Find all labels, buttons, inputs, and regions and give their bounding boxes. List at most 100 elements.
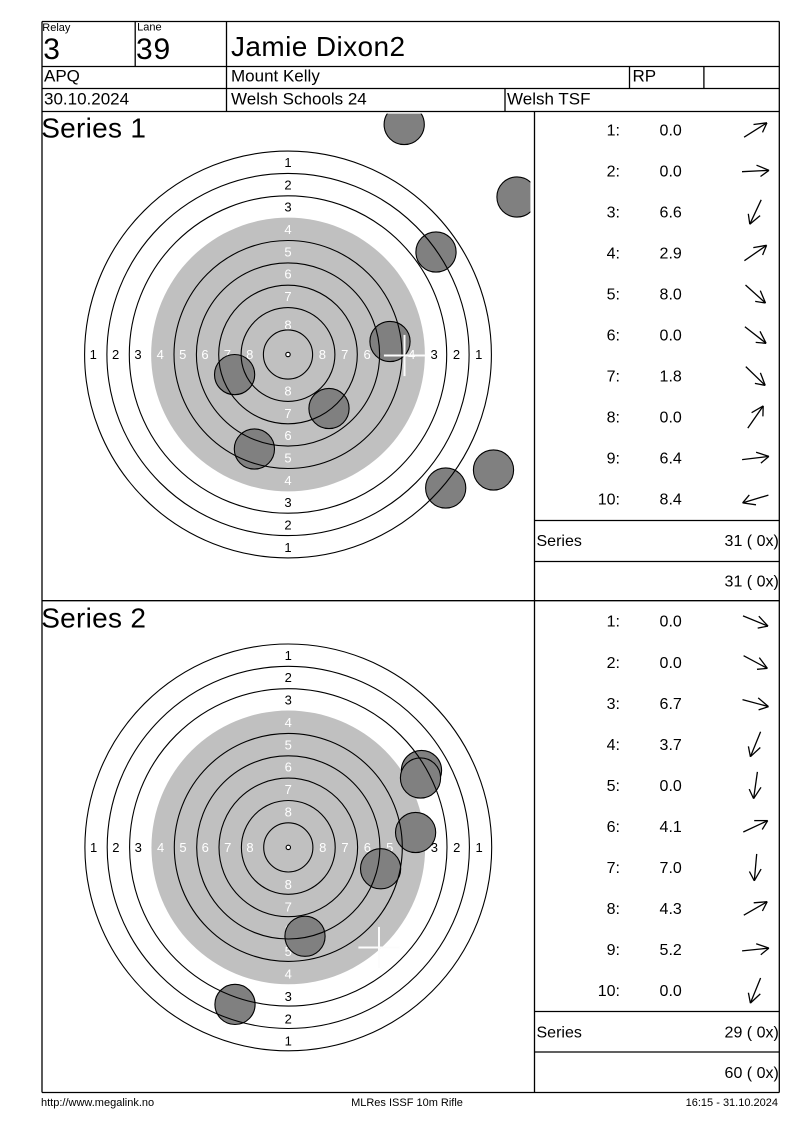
svg-text:RP: RP [633,67,657,86]
svg-text:6:: 6: [607,819,620,836]
svg-text:7: 7 [224,840,231,855]
svg-text:Series: Series [537,1025,582,1042]
svg-text:7.0: 7.0 [660,860,682,877]
svg-text:Mount Kelly: Mount Kelly [231,67,320,86]
svg-text:3: 3 [43,33,60,66]
svg-text:6: 6 [202,840,209,855]
svg-text:60 ( 0x): 60 ( 0x) [725,1065,779,1082]
svg-text:4: 4 [157,347,164,362]
svg-text:1: 1 [475,840,482,855]
svg-text:1: 1 [285,648,292,663]
svg-text:7:: 7: [607,860,620,877]
svg-text:3: 3 [284,200,291,215]
svg-text:8: 8 [319,347,326,362]
svg-text:1: 1 [285,1034,292,1049]
svg-text:31 ( 0x): 31 ( 0x) [725,573,779,590]
svg-text:8: 8 [285,804,292,819]
svg-text:0.0: 0.0 [660,164,682,181]
svg-text:6.4: 6.4 [660,451,682,468]
svg-text:6: 6 [284,428,291,443]
svg-text:0.0: 0.0 [660,614,682,631]
svg-text:4: 4 [285,967,292,982]
svg-text:2: 2 [453,347,460,362]
svg-text:8: 8 [285,877,292,892]
svg-text:0.0: 0.0 [660,328,682,345]
svg-text:Series: Series [537,533,582,550]
svg-text:Welsh Schools 24: Welsh Schools 24 [231,90,367,109]
svg-text:6.6: 6.6 [660,205,682,222]
svg-text:0.0: 0.0 [660,410,682,427]
svg-text:5: 5 [179,840,186,855]
svg-text:4: 4 [157,840,164,855]
svg-text:1: 1 [284,155,291,170]
svg-text:8:: 8: [607,410,620,427]
svg-text:8.4: 8.4 [660,492,682,509]
svg-text:http://www.megalink.no: http://www.megalink.no [41,1097,154,1109]
svg-text:5: 5 [284,451,291,466]
svg-text:Series 1: Series 1 [41,113,146,144]
svg-text:8: 8 [319,840,326,855]
svg-text:7:: 7: [607,369,620,386]
svg-text:4.3: 4.3 [660,901,682,918]
svg-text:6:: 6: [607,328,620,345]
svg-text:6: 6 [284,267,291,282]
svg-text:4:: 4: [607,737,620,754]
svg-text:2: 2 [285,670,292,685]
svg-text:1: 1 [475,347,482,362]
svg-text:7: 7 [284,289,291,304]
svg-text:3: 3 [430,347,437,362]
svg-text:29 ( 0x): 29 ( 0x) [725,1025,779,1042]
svg-text:10:: 10: [598,983,620,1000]
svg-text:6.7: 6.7 [660,696,682,713]
svg-text:10:: 10: [598,492,620,509]
svg-text:Series 2: Series 2 [41,602,146,633]
svg-text:3: 3 [285,693,292,708]
svg-text:8: 8 [246,840,253,855]
svg-text:5: 5 [179,347,186,362]
svg-text:8.0: 8.0 [660,287,682,304]
svg-text:7: 7 [341,347,348,362]
svg-text:5:: 5: [607,778,620,795]
svg-text:16:15 - 31.10.2024: 16:15 - 31.10.2024 [686,1097,778,1109]
svg-text:7: 7 [285,782,292,797]
svg-text:0.0: 0.0 [660,778,682,795]
svg-text:7: 7 [341,840,348,855]
svg-text:5:: 5: [607,287,620,304]
svg-text:3: 3 [285,989,292,1004]
svg-text:2: 2 [284,518,291,533]
svg-text:2: 2 [112,347,119,362]
svg-text:9:: 9: [607,451,620,468]
svg-text:8: 8 [284,384,291,399]
svg-text:MLRes ISSF 10m Rifle: MLRes ISSF 10m Rifle [351,1097,463,1109]
svg-text:31 ( 0x): 31 ( 0x) [725,533,779,550]
svg-text:6: 6 [201,347,208,362]
svg-text:4: 4 [284,473,291,488]
svg-text:1: 1 [90,840,97,855]
svg-text:2:: 2: [607,164,620,181]
svg-text:1: 1 [284,540,291,555]
svg-text:0.0: 0.0 [660,123,682,140]
svg-text:30.10.2024: 30.10.2024 [44,90,129,109]
svg-text:2: 2 [284,177,291,192]
svg-text:0.0: 0.0 [660,983,682,1000]
svg-text:3:: 3: [607,696,620,713]
svg-text:3: 3 [284,495,291,510]
svg-text:Welsh TSF: Welsh TSF [507,90,590,109]
svg-text:4:: 4: [607,246,620,263]
svg-text:2:: 2: [607,655,620,672]
svg-text:2: 2 [112,840,119,855]
svg-text:1:: 1: [607,123,620,140]
svg-text:0.0: 0.0 [660,655,682,672]
svg-text:7: 7 [284,406,291,421]
svg-text:1.8: 1.8 [660,369,682,386]
svg-text:5.2: 5.2 [660,942,682,959]
svg-text:39: 39 [136,33,171,66]
svg-text:8:: 8: [607,901,620,918]
svg-text:4: 4 [285,715,292,730]
svg-text:3:: 3: [607,205,620,222]
svg-text:1: 1 [90,347,97,362]
svg-text:1:: 1: [607,614,620,631]
svg-text:2: 2 [453,840,460,855]
svg-text:APQ: APQ [44,67,80,86]
svg-text:3: 3 [134,347,141,362]
